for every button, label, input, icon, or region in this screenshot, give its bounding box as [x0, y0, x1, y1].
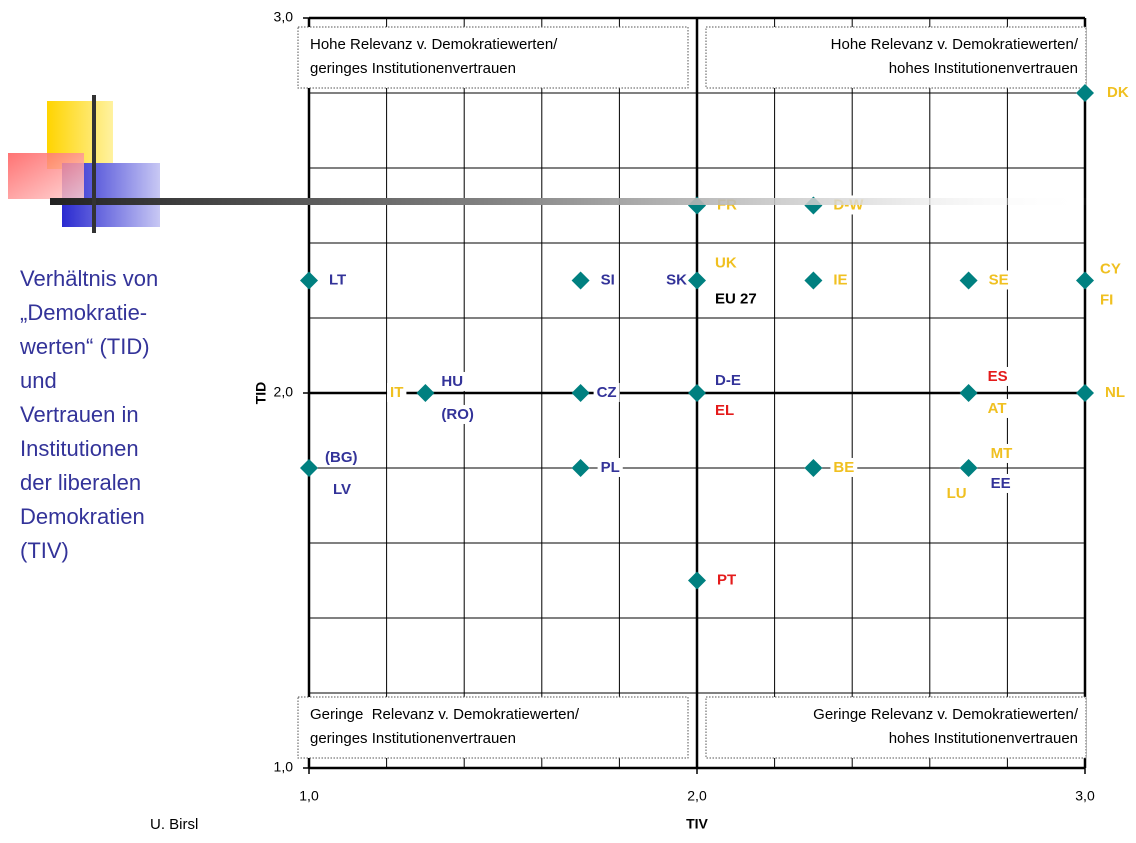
quadrant-text: Geringe Relevanz v. Demokratiewerten/	[310, 706, 580, 723]
point-label: LT	[329, 271, 346, 288]
point-label: DK	[1107, 84, 1129, 101]
point	[688, 572, 706, 590]
chart: 1,0 2,0 3,0 1,0 2,0 3,0 TIV TID Hohe Relevanz v.…	[253, 9, 1132, 832]
x-axis-label: TIV	[686, 816, 708, 832]
point-label: BE	[833, 459, 854, 476]
point	[1076, 384, 1094, 402]
deco-bar	[50, 198, 1090, 205]
x-tick-label: 3,0	[1075, 788, 1095, 804]
side-text-line: Demokratien	[20, 504, 145, 529]
point-label: EE	[991, 475, 1011, 492]
point-label: EL	[715, 402, 734, 419]
point	[688, 272, 706, 290]
point	[688, 384, 706, 402]
quadrant-text: hohes Institutionenvertrauen	[889, 60, 1078, 77]
point	[1076, 272, 1094, 290]
point-label: (BG)	[325, 449, 358, 466]
quadrant-text: geringes Institutionenvertrauen	[310, 60, 516, 77]
y-tick-label: 2,0	[274, 384, 294, 400]
point	[572, 459, 590, 477]
point-label: CY	[1100, 260, 1121, 277]
quadrant-text: hohes Institutionenvertrauen	[889, 730, 1078, 747]
y-tick-label: 1,0	[274, 759, 294, 775]
side-text-line: Institutionen	[20, 436, 139, 461]
point-label: EU 27	[715, 290, 757, 307]
point-label: CZ	[597, 384, 617, 401]
quadrant-text: Hohe Relevanz v. Demokratiewerten/	[310, 36, 558, 53]
point-label: LU	[947, 485, 967, 502]
deco-square	[8, 153, 84, 199]
point-label: (RO)	[441, 406, 474, 423]
point	[300, 272, 318, 290]
point-label: PL	[601, 459, 620, 476]
point	[804, 272, 822, 290]
author: U. Birsl	[150, 816, 198, 833]
side-text-line: Vertrauen in	[20, 402, 139, 427]
point-label: IE	[833, 271, 847, 288]
point-label: MT	[991, 445, 1013, 462]
x-tick-label: 1,0	[299, 788, 319, 804]
side-text-line: „Demokratie-	[20, 300, 147, 325]
point-label: SE	[989, 271, 1009, 288]
side-text-line: Verhältnis von	[20, 266, 158, 291]
point-label: SK	[666, 271, 687, 288]
y-tick-label: 3,0	[274, 9, 294, 25]
point-label: LV	[333, 481, 351, 498]
point-label: FI	[1100, 291, 1113, 308]
deco-bar	[92, 95, 96, 233]
point-label: IT	[390, 384, 403, 401]
point-label: AT	[988, 400, 1007, 417]
point-label: UK	[715, 254, 737, 271]
point-label: D-E	[715, 372, 741, 389]
point-label: NL	[1105, 384, 1125, 401]
point	[572, 384, 590, 402]
side-text-line: und	[20, 368, 57, 393]
slide: 1,0 2,0 3,0 1,0 2,0 3,0 TIV TID Hohe Relevanz v.…	[0, 0, 1136, 843]
point	[960, 384, 978, 402]
point	[960, 459, 978, 477]
point-label: SI	[601, 271, 615, 288]
decoration	[8, 95, 1090, 233]
point	[804, 459, 822, 477]
point	[960, 272, 978, 290]
side-text: Verhältnis von „Demokratie-werten“ (TID) u…	[19, 266, 158, 563]
side-text-line: werten“ (TID)	[19, 334, 150, 359]
side-text-line: (TIV)	[20, 538, 69, 563]
point	[416, 384, 434, 402]
y-axis-label: TID	[253, 382, 269, 405]
point-label: ES	[988, 368, 1008, 385]
side-text-line: der liberalen	[20, 470, 141, 495]
point-label: HU	[441, 373, 463, 390]
x-tick-label: 2,0	[687, 788, 707, 804]
point	[300, 459, 318, 477]
point-label: PT	[717, 571, 736, 588]
quadrant-text: geringes Institutionenvertrauen	[310, 730, 516, 747]
quadrant-text: Geringe Relevanz v. Demokratiewerten/	[813, 706, 1079, 723]
point	[572, 272, 590, 290]
quadrant-text: Hohe Relevanz v. Demokratiewerten/	[831, 36, 1079, 53]
